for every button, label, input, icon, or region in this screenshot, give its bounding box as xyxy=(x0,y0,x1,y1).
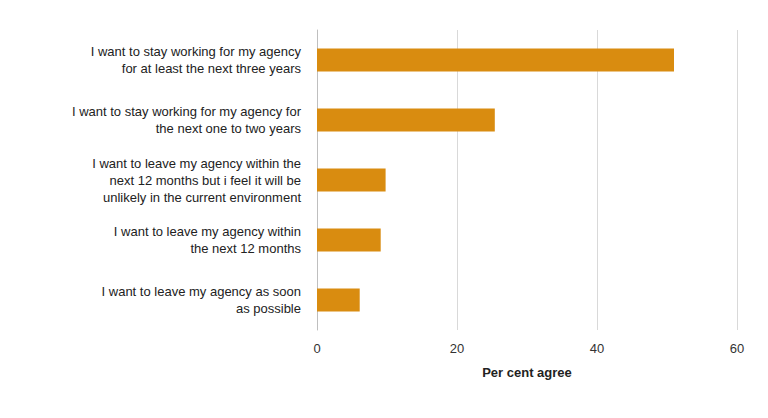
svg-text:0: 0 xyxy=(313,341,320,356)
svg-text:I want to leave my agency with: I want to leave my agency within the xyxy=(92,156,301,171)
svg-text:I want to leave my agency with: I want to leave my agency within xyxy=(114,224,301,239)
svg-text:20: 20 xyxy=(450,341,464,356)
svg-text:the next one to two years: the next one to two years xyxy=(156,121,302,136)
svg-text:40: 40 xyxy=(590,341,604,356)
svg-text:the next 12 months: the next 12 months xyxy=(190,241,301,256)
svg-text:next 12 months but i feel it w: next 12 months but i feel it will be xyxy=(110,173,302,188)
svg-text:as possible: as possible xyxy=(236,301,301,316)
svg-text:I want to leave my agency as s: I want to leave my agency as soon xyxy=(102,284,301,299)
svg-text:unlikely in the current enviro: unlikely in the current environment xyxy=(103,190,301,205)
svg-text:60: 60 xyxy=(730,341,744,356)
svg-text:I want to stay working for my: I want to stay working for my agency for xyxy=(72,104,302,119)
svg-text:Per cent agree: Per cent agree xyxy=(482,365,572,380)
svg-text:I want to stay working for my: I want to stay working for my agency xyxy=(91,44,302,59)
svg-text:for at least the next three ye: for at least the next three years xyxy=(122,61,302,76)
